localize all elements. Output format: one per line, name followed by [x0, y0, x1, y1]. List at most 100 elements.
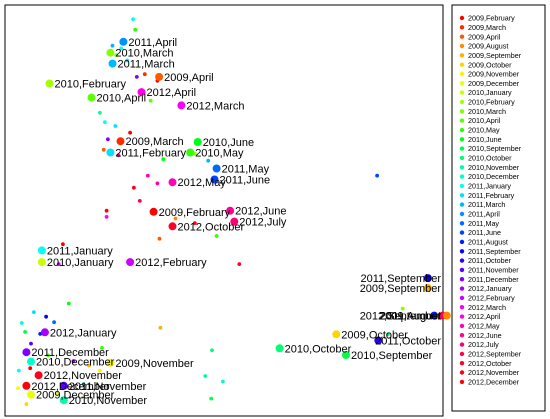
legend-label: 2011,November: [468, 266, 519, 275]
legend-label: 2010,January: [468, 88, 512, 97]
small-point: [203, 374, 208, 378]
legend-marker: [459, 193, 465, 198]
legend-label: 2010,June: [468, 135, 502, 144]
legend-marker: [459, 249, 465, 254]
data-point: [45, 79, 54, 88]
data-point: [423, 274, 432, 283]
legend-marker: [459, 99, 465, 105]
small-point: [132, 185, 136, 190]
data-point: [168, 222, 177, 231]
point-label: 2012,May: [178, 177, 227, 189]
point-label: 2011,November: [69, 381, 147, 393]
data-point: [59, 396, 68, 405]
data-point: [106, 358, 115, 367]
point-label: 2009,March: [126, 136, 184, 148]
data-point: [168, 178, 177, 187]
small-points-layer: [16, 17, 405, 406]
data-point: [22, 381, 31, 390]
point-label: 2009,September: [360, 283, 442, 295]
legend-marker: [459, 43, 465, 49]
point-label: 2012,June: [235, 206, 286, 218]
legend-marker: [459, 137, 465, 142]
legend-marker: [459, 342, 465, 347]
small-point: [104, 215, 109, 219]
small-point: [214, 234, 219, 238]
legend-label: 2009,November: [468, 70, 520, 79]
legend-marker: [459, 277, 465, 282]
legend-label: 2011,December: [468, 275, 519, 284]
data-point: [374, 336, 383, 345]
data-point: [230, 217, 239, 226]
point-label: 2012,July: [239, 217, 287, 229]
point-label: 2009,February: [159, 207, 231, 219]
legend-marker: [459, 314, 465, 319]
legend-marker: [459, 230, 465, 235]
point-label: 2010,September: [351, 350, 433, 362]
legend-marker: [459, 81, 465, 86]
legend-label: 2010,April: [468, 116, 501, 125]
data-point: [177, 101, 186, 110]
legend-label: 2012,January: [468, 284, 512, 293]
small-point: [157, 236, 162, 241]
small-point: [137, 199, 142, 203]
data-point: [27, 390, 35, 399]
data-point: [37, 258, 46, 267]
legend-label: 2012,October: [468, 359, 512, 368]
legend-label: 2009,October: [468, 60, 512, 69]
small-point: [375, 173, 379, 178]
small-point: [113, 124, 118, 128]
data-point: [186, 148, 195, 157]
legend-label: 2009,March: [468, 23, 506, 32]
small-point: [61, 242, 65, 247]
data-point: [116, 137, 125, 146]
small-point: [173, 216, 178, 221]
legend-label: 2012,February: [468, 294, 515, 303]
legend-label: 2009,August: [468, 42, 508, 51]
legend-marker: [459, 361, 465, 366]
legend-marker: [459, 267, 465, 273]
legend-label: 2012,April: [468, 312, 501, 321]
legend-marker: [459, 71, 465, 77]
legend-label: 2010,December: [468, 172, 520, 181]
labeled-points-layer: [22, 37, 451, 405]
legend-marker: [459, 25, 465, 30]
point-label: 2010,November: [69, 395, 148, 407]
legend-marker: [459, 258, 465, 263]
legend-marker: [459, 90, 465, 95]
small-point: [110, 43, 115, 48]
legend-marker: [459, 127, 465, 133]
legend-marker: [459, 211, 465, 217]
small-point: [237, 262, 242, 266]
legend-label: 2011,April: [468, 210, 500, 219]
small-point: [210, 348, 214, 353]
legend-marker: [459, 286, 465, 291]
point-label: 2010,December: [36, 357, 115, 369]
point-label: 2010,January: [47, 257, 114, 269]
data-point: [108, 59, 117, 68]
small-point: [101, 147, 106, 152]
point-label: 2010,April: [97, 93, 147, 105]
small-point: [98, 368, 102, 373]
small-point: [142, 72, 147, 77]
small-point: [16, 386, 20, 390]
legend-marker: [459, 109, 465, 114]
data-point: [149, 207, 158, 216]
small-point: [155, 181, 160, 186]
legend-label: 2010,May: [468, 126, 500, 135]
legend-label: 2011,September: [468, 247, 521, 256]
point-label: 2009,April: [164, 72, 214, 84]
data-point: [22, 348, 31, 357]
point-label: 2011,April: [128, 37, 177, 49]
small-point: [133, 27, 138, 32]
small-point: [206, 158, 211, 163]
point-label: 2010,March: [115, 48, 173, 60]
small-point: [158, 325, 163, 330]
point-label: 2011,February: [115, 148, 186, 160]
data-point: [137, 88, 146, 97]
small-point: [104, 208, 109, 213]
point-label: 2012,January: [50, 327, 117, 339]
small-point: [400, 306, 405, 311]
small-point: [114, 53, 119, 57]
small-point: [44, 314, 48, 319]
